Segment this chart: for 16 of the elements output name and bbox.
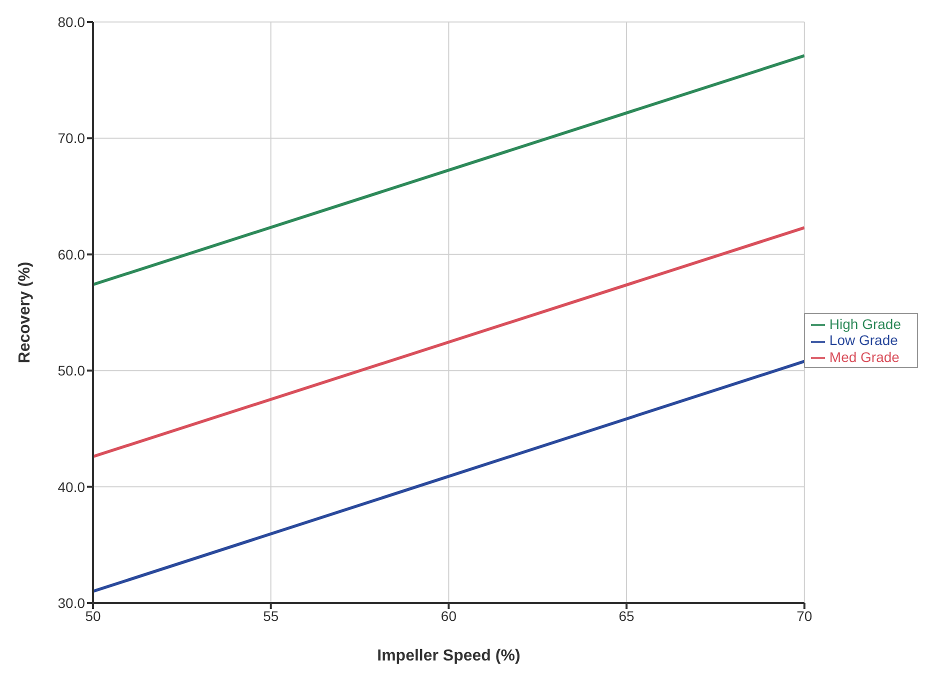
y-tick-label: 70.0 [58,130,86,146]
y-tick-label: 60.0 [58,246,86,262]
x-tick-label: 70 [796,608,812,624]
y-tick-label: 80.0 [58,14,86,30]
x-tick-label: 65 [618,608,635,624]
y-tick-label: 40.0 [58,478,86,495]
y-tick-label: 50.0 [58,362,86,379]
legend-label: Low Grade [829,332,898,348]
x-axis-title: Impeller Speed (%) [377,647,520,664]
y-axis-title: Recovery (%) [16,262,34,364]
x-tick-label: 55 [263,608,279,624]
x-tick-label: 60 [440,608,457,624]
x-tick-label: 50 [85,608,101,624]
legend-label: High Grade [829,316,901,332]
legend-label: Med Grade [829,348,900,365]
y-tick-label: 30.0 [58,594,86,611]
